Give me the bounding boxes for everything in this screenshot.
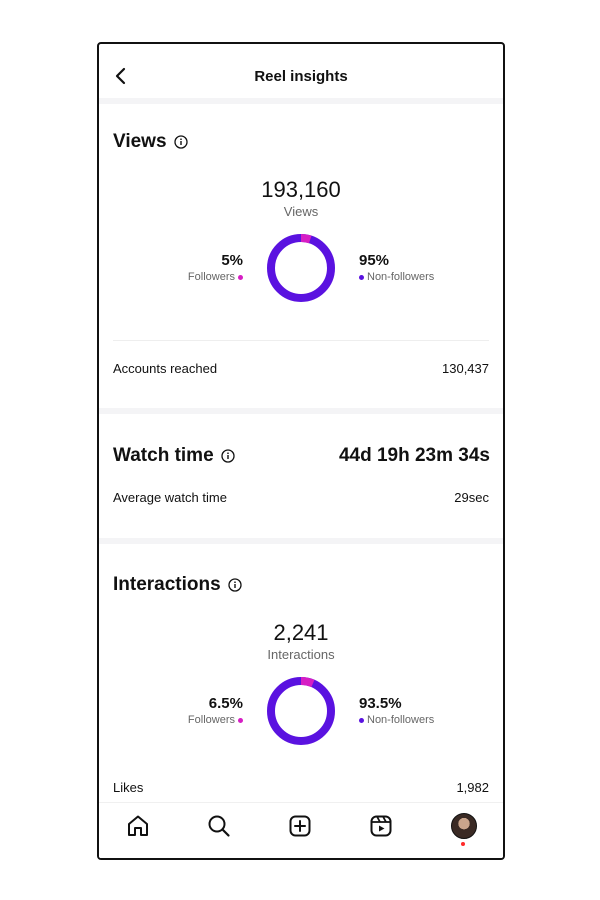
accounts-reached-label: Accounts reached [113,361,218,376]
notification-dot [461,842,465,846]
views-donut-chart [267,234,335,302]
interactions-total-label: Interactions [267,647,335,662]
info-icon[interactable] [228,578,242,592]
average-watch-time-row: Average watch time 29sec [113,490,489,505]
accounts-reached-value: 130,437 [442,361,489,376]
profile-avatar[interactable] [451,813,477,839]
interactions-total: 2,241 [273,620,329,645]
donut-non-followers-arc [267,234,335,302]
likes-row: Likes 1,982 [113,780,489,795]
non-followers-label: Non-followers [367,714,435,726]
accounts-reached-row: Accounts reached 130,437 [113,361,489,376]
watch-time-title: Watch time [113,445,214,466]
interactions-followers-legend: Followers [188,714,243,726]
average-watch-time-value: 29sec [454,490,489,505]
divider [99,408,503,414]
donut-non-followers-arc [267,677,335,745]
create-icon[interactable] [287,813,313,839]
views-followers-legend: Followers [188,271,243,283]
followers-dot [238,274,243,280]
average-watch-time-label: Average watch time [113,490,227,505]
views-nonfollowers-legend: Non-followers [359,271,434,283]
views-total-label: Views [283,204,319,219]
followers-label: Followers [187,271,235,283]
views-followers-pct: 5% [221,252,243,269]
likes-value: 1,982 [456,780,489,795]
info-icon[interactable] [173,135,188,149]
interactions-nonfollowers-legend: Non-followers [359,714,434,726]
header: Reel insights [99,44,503,98]
interactions-title: Interactions [113,574,221,595]
followers-label: Followers [187,714,235,726]
info-icon[interactable] [220,449,235,463]
interactions-nonfollowers-pct: 93.5% [359,695,402,712]
interactions-donut-chart [267,677,335,745]
non-followers-dot [359,717,364,723]
search-icon[interactable] [206,813,232,839]
non-followers-label: Non-followers [367,271,435,283]
watch-time-section-title: Watch time [113,445,235,467]
non-followers-dot [359,274,364,280]
views-section-title: Views [113,131,188,153]
divider [99,538,503,544]
divider-line [113,340,489,341]
followers-dot [238,717,243,723]
donut-followers-arc [267,234,335,302]
bottom-nav [99,802,503,858]
page-title: Reel insights [254,68,348,85]
views-total: 193,160 [261,177,341,202]
phone-frame: Reel insights Views 193,160 Views 5% Fol… [97,42,505,860]
interactions-section-title: Interactions [113,574,242,596]
divider [99,98,503,104]
watch-time-total: 44d 19h 23m 34s [338,445,490,466]
interactions-followers-pct: 6.5% [208,695,243,712]
likes-label: Likes [113,780,144,795]
back-arrow-icon[interactable] [111,66,131,86]
views-title: Views [113,131,167,152]
views-nonfollowers-pct: 95% [359,252,390,269]
home-icon[interactable] [125,813,151,839]
donut-followers-arc [267,677,335,745]
reels-icon[interactable] [368,813,394,839]
